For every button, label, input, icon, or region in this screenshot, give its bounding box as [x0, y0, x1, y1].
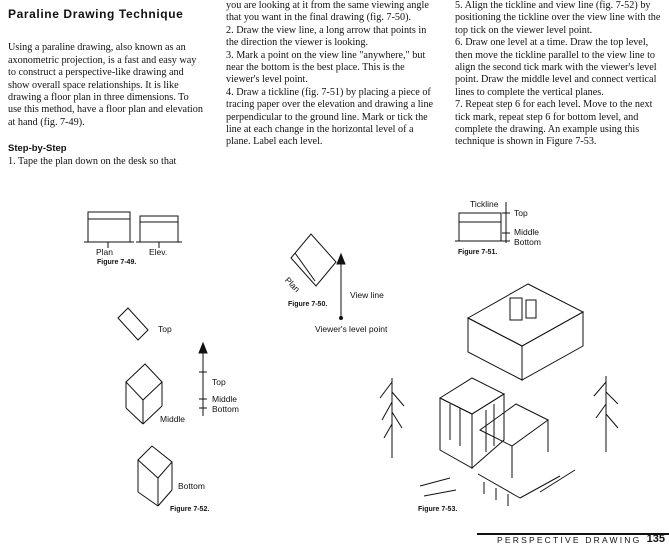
step-5: 5. Align the tickline and view line (fig… [455, 0, 661, 36]
footer-rule [477, 533, 669, 535]
fig52-middle-shape-label: Middle [160, 414, 186, 424]
step-6: 6. Draw one level at a time. Draw the to… [455, 37, 657, 98]
fig52-tick-bottom-label: Bottom [212, 404, 239, 414]
figure-51-caption: Figure 7-51. [458, 249, 498, 256]
figure-53-caption: Figure 7-53. [418, 506, 458, 513]
page-number: 135 [646, 533, 665, 545]
fig50-view-line-label: View line [350, 290, 384, 300]
section-title: Paraline Drawing Technique [8, 7, 184, 21]
step-1: 1. Tape the plan down on the desk so tha… [8, 155, 177, 167]
figure-51-drawing [455, 202, 510, 243]
fig52-tick-middle-label: Middle [212, 394, 238, 404]
fig51-middle-label: Middle [514, 227, 540, 237]
running-head: PERSPECTIVE DRAWING [497, 535, 642, 545]
step-7: 7. Repeat step 6 for each level. Move to… [455, 99, 653, 148]
figure-52-drawing [117, 307, 208, 507]
intro-paragraph: Using a paraline drawing, also known as … [8, 42, 203, 128]
step-3: 3. Mark a point on the view line "anywhe… [226, 49, 426, 86]
figure-49-drawing [84, 211, 182, 248]
page-footer: PERSPECTIVE DRAWING 135 [0, 532, 669, 546]
fig49-elev-label: Elev. [149, 247, 168, 257]
step-by-step-heading: Step-by-Step [8, 143, 67, 155]
figure-50-drawing [290, 233, 346, 320]
fig51-bottom-label: Bottom [514, 237, 541, 247]
fig49-plan-label: Plan [96, 247, 114, 257]
figure-49-caption: Figure 7-49. [97, 259, 137, 266]
fig52-top-shape-label: Top [158, 324, 172, 334]
fig51-tickline-label: Tickline [470, 199, 499, 209]
fig51-top-label: Top [514, 208, 528, 218]
step-4: 4. Draw a tickline (fig. 7-51) by placin… [226, 86, 434, 148]
step-1-continued: you are looking at it from the same view… [226, 0, 429, 24]
fig50-viewer-point-label: Viewer's level point [315, 324, 388, 334]
text-column-right: 5. Align the tickline and view line (fig… [455, 0, 662, 149]
text-column-middle: you are looking at it from the same view… [226, 0, 436, 149]
fig52-tick-top-label: Top [212, 377, 226, 387]
text-column-left: Paraline Drawing Technique Using a paral… [8, 0, 204, 168]
figure-50-caption: Figure 7-50. [288, 301, 328, 308]
figure-52-caption: Figure 7-52. [170, 506, 210, 513]
fig52-bottom-shape-label: Bottom [178, 481, 205, 491]
step-2: 2. Draw the view line, a long arrow that… [226, 24, 427, 49]
figure-53-drawing [379, 283, 619, 506]
